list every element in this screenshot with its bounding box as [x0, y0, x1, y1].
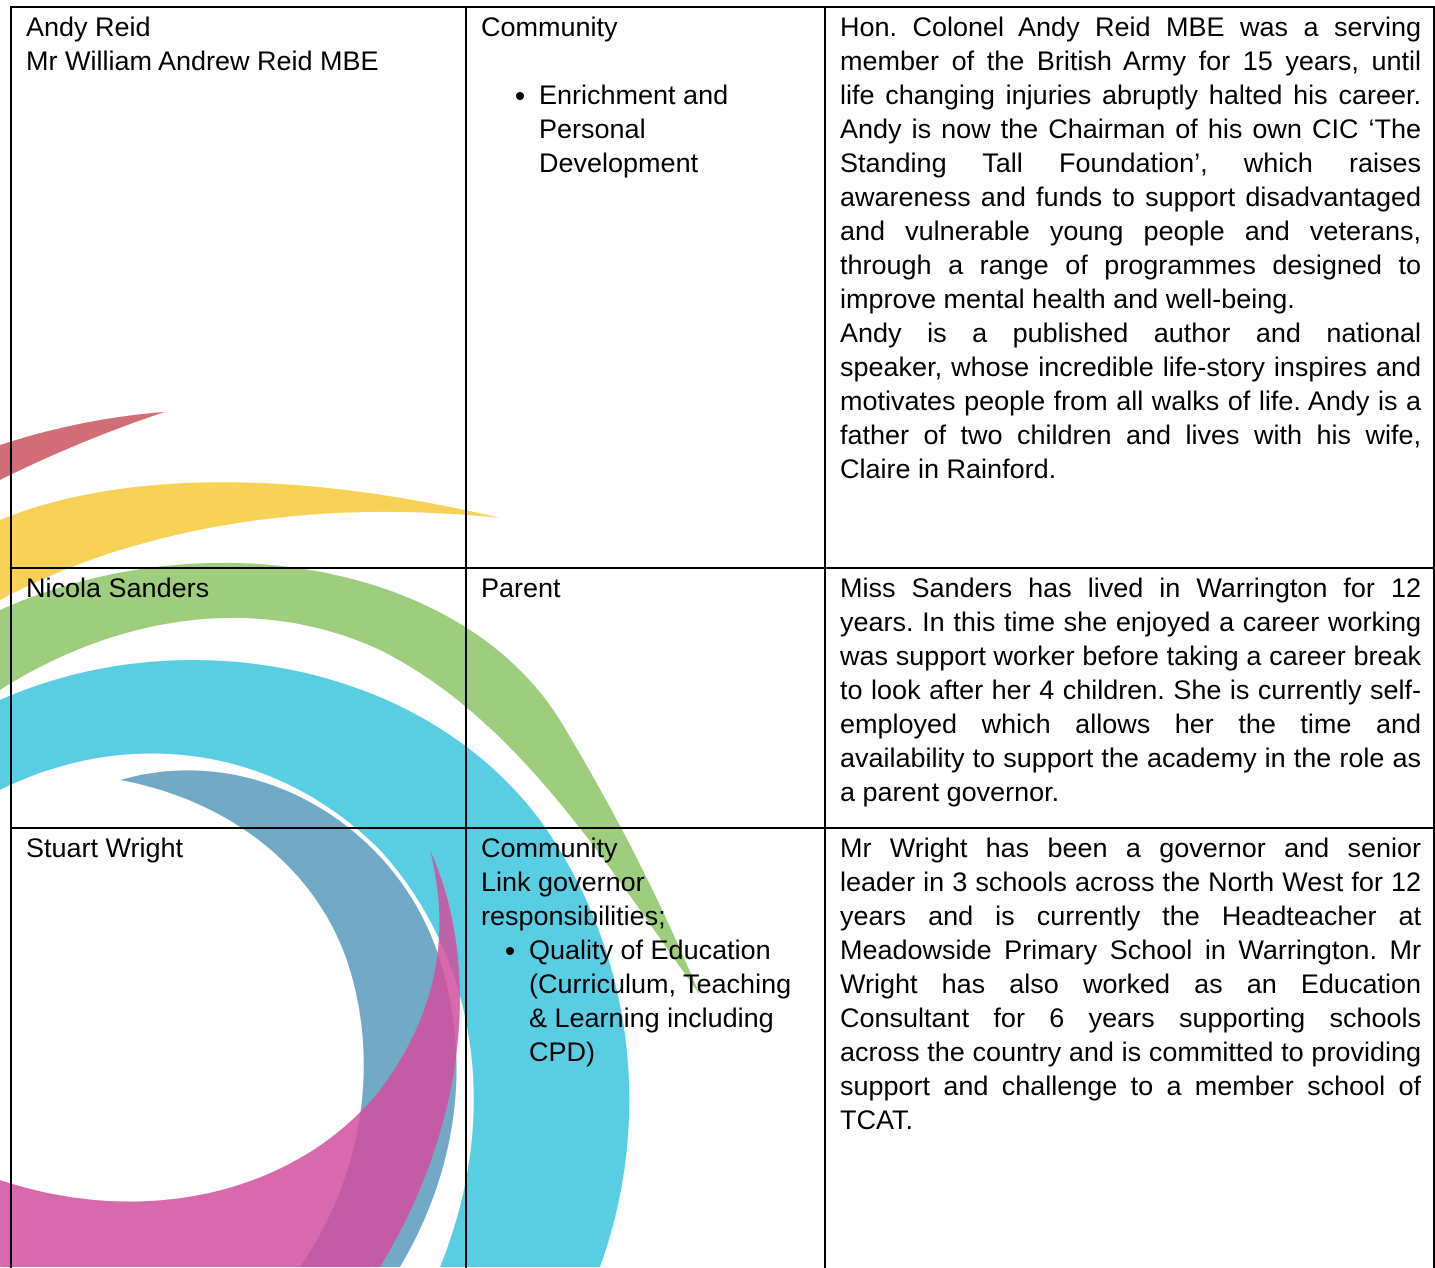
role-cell: Community Link governor responsibilities…	[465, 827, 826, 1268]
name: Nicola Sanders	[26, 573, 210, 603]
name-cell: Nicola Sanders	[10, 567, 467, 829]
bio-cell: Mr Wright has been a governor and senior…	[824, 827, 1435, 1268]
role: Community	[481, 12, 618, 42]
name-cell: Stuart Wright	[10, 827, 467, 1268]
bio-paragraph: Miss Sanders has lived in Warrington for…	[840, 573, 1421, 807]
role: Community	[481, 833, 618, 863]
bio-paragraph: Mr Wright has been a governor and senior…	[840, 833, 1421, 1135]
row: Nicola Sanders Parent Miss Sanders has l…	[10, 567, 1435, 829]
bullet-list: Quality of Education (Curriculum, Teachi…	[481, 933, 812, 1069]
full-name: Mr William Andrew Reid MBE	[26, 46, 379, 76]
bullet: Enrichment and Personal Development	[539, 78, 812, 180]
bio-cell: Miss Sanders has lived in Warrington for…	[824, 567, 1435, 829]
bio-cell: Hon. Colonel Andy Reid MBE was a serving…	[824, 6, 1435, 569]
bullet: Quality of Education (Curriculum, Teachi…	[529, 933, 812, 1069]
role: Parent	[481, 573, 561, 603]
role-cell: Parent	[465, 567, 826, 829]
role-note: Link governor responsibilities;	[481, 867, 666, 931]
name: Andy Reid	[26, 12, 151, 42]
name: Stuart Wright	[26, 833, 184, 863]
role-cell: Community Enrichment and Personal Develo…	[465, 6, 826, 569]
bullet-list: Enrichment and Personal Development	[481, 78, 812, 180]
bio-paragraph: Hon. Colonel Andy Reid MBE was a serving…	[840, 12, 1421, 314]
governor-table: Andy Reid Mr William Andrew Reid MBE Com…	[10, 6, 1435, 1268]
bio-paragraph: Andy is a published author and national …	[840, 318, 1421, 484]
row: Andy Reid Mr William Andrew Reid MBE Com…	[10, 6, 1435, 569]
spacer	[481, 44, 812, 78]
name-cell: Andy Reid Mr William Andrew Reid MBE	[10, 6, 467, 569]
row: Stuart Wright Community Link governor re…	[10, 827, 1435, 1268]
